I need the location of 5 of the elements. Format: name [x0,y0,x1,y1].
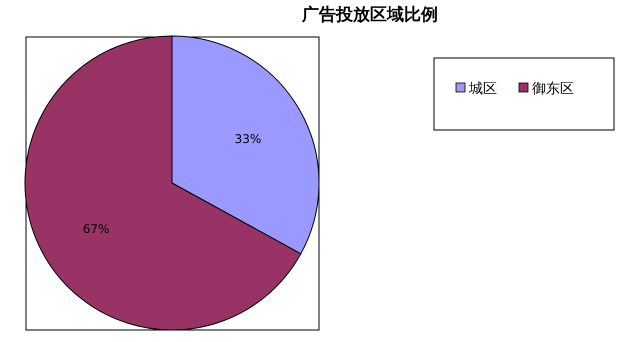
data-label: 67% [82,222,110,236]
chart-title: 广告投放区域比例 [301,5,438,25]
data-label: 33% [234,132,262,146]
legend-label: 城区 [468,81,497,97]
legend-label: 御东区 [532,81,574,97]
